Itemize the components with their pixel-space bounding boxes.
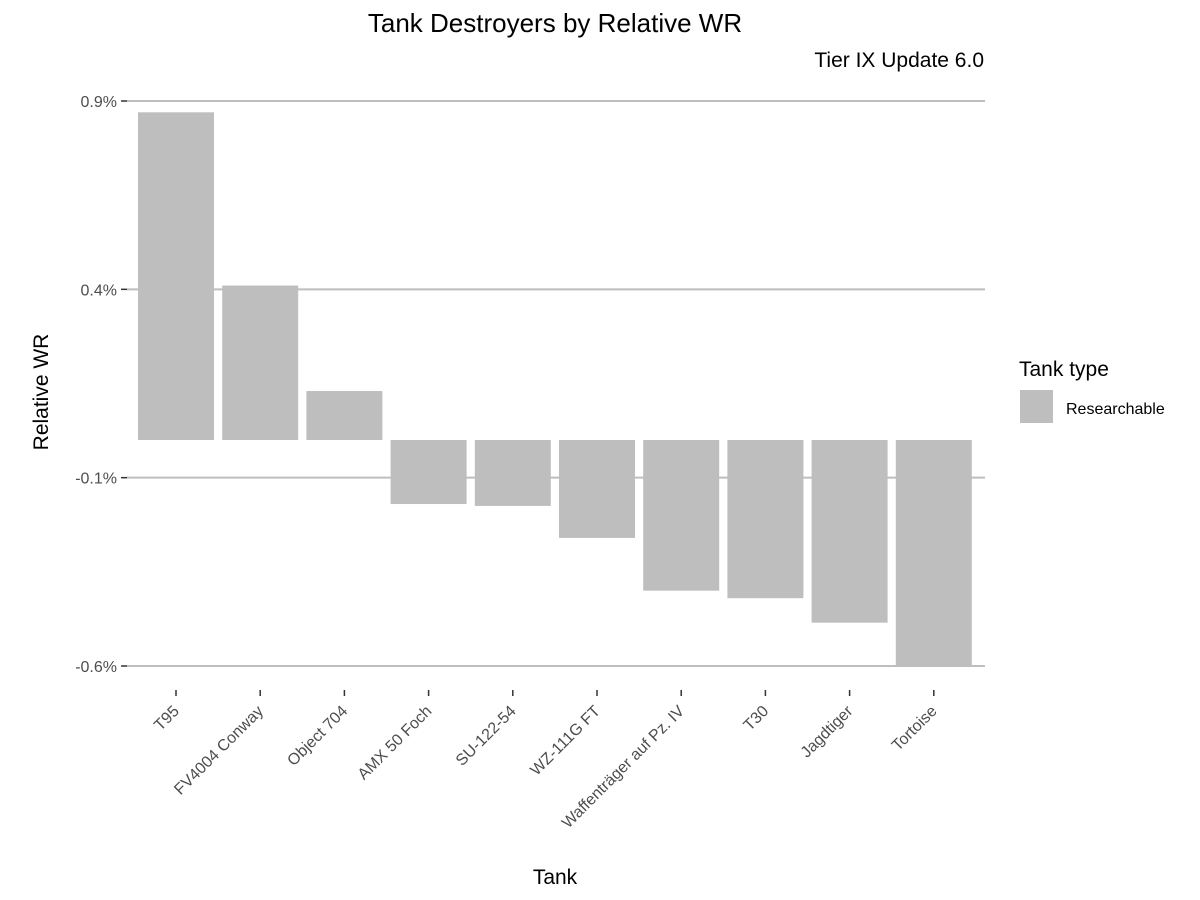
chart-subtitle: Tier IX Update 6.0 (814, 49, 984, 72)
y-axis-title: Relative WR (30, 334, 53, 451)
x-tick-label: SU-122-54 (453, 703, 520, 770)
chart-title: Tank Destroyers by Relative WR (368, 8, 742, 38)
legend-label-researchable: Researchable (1066, 401, 1165, 418)
x-tick-label: T30 (741, 703, 773, 735)
y-axis: 0.9% 0.4% -0.1% -0.6% (75, 94, 127, 676)
y-tick-label: 0.9% (81, 94, 117, 111)
bar (811, 440, 888, 623)
x-tick-label: T95 (151, 703, 183, 735)
x-tick-label: WZ-111G FT (527, 703, 604, 780)
bar (222, 285, 299, 440)
y-tick-label: -0.1% (75, 471, 117, 488)
legend-swatch-researchable (1020, 390, 1053, 423)
bar (138, 112, 214, 441)
x-tick-label: Jagdtiger (798, 702, 857, 761)
bar (390, 440, 467, 505)
x-tick-label: AMX 50 Foch (355, 703, 436, 784)
x-tick-label: FV4004 Conway (171, 703, 267, 799)
bar (474, 440, 551, 506)
bars (138, 112, 972, 666)
y-tick-label: -0.6% (75, 659, 117, 676)
x-tick-label: Object 704 (284, 703, 351, 770)
legend: Tank type Researchable (1019, 358, 1165, 423)
bar (727, 440, 804, 599)
bar (559, 440, 635, 538)
bar (306, 391, 383, 440)
bar (643, 440, 720, 591)
y-tick-label: 0.4% (81, 282, 117, 299)
legend-title: Tank type (1019, 358, 1109, 381)
x-tick-label: Tortoise (889, 703, 941, 755)
x-axis-title: Tank (533, 866, 578, 889)
bar (895, 440, 972, 666)
